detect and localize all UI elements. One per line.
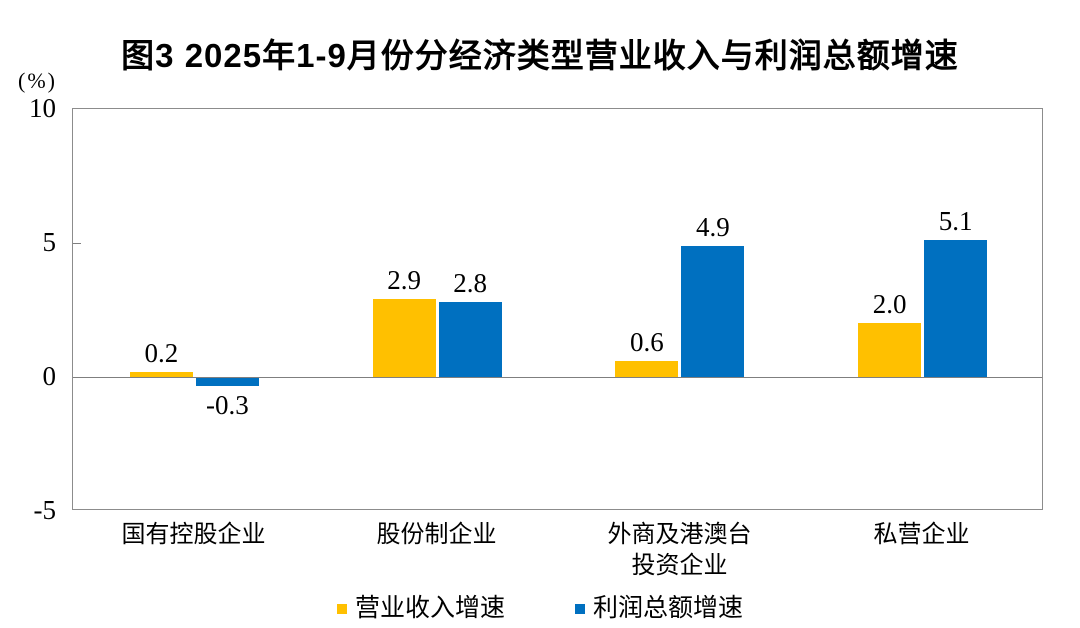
operating-revenue-growth-bar xyxy=(129,371,193,377)
operating-revenue-growth-legend-swatch-icon xyxy=(336,604,347,614)
operating-revenue-growth-value-label: 0.2 xyxy=(144,337,179,368)
total-profit-growth-legend-swatch-icon xyxy=(575,604,585,614)
operating-revenue-growth-bar xyxy=(372,299,436,377)
operating-revenue-growth-value-label: 2.9 xyxy=(387,265,421,296)
legend-item-total-profit-growth: 利润总额增速 xyxy=(575,594,743,624)
legend-label: 营业收入增速 xyxy=(354,595,505,622)
total-profit-growth-bar xyxy=(438,302,502,377)
total-profit-growth-bar xyxy=(681,245,745,377)
category-label: 私营企业 xyxy=(873,522,970,548)
category-label: 国有控股企业 xyxy=(121,522,266,548)
total-profit-growth-value-label: 4.9 xyxy=(696,211,730,242)
total-profit-growth-value-label: -0.3 xyxy=(206,390,249,420)
category-label: 股份制企业 xyxy=(376,522,497,548)
plot-area: 0.2 -0.3 2.9 2.8 0.6 4.9 2.0 5.1 xyxy=(72,108,1043,510)
total-profit-growth-bar xyxy=(924,240,988,377)
y-axis-tick-label: 0 xyxy=(42,361,57,391)
operating-revenue-growth-bar xyxy=(615,360,679,377)
y-axis-tick-label: -5 xyxy=(33,495,57,525)
total-profit-growth-bar xyxy=(195,378,259,386)
category-label: 外商及港澳台 投资企业 xyxy=(607,522,752,579)
total-profit-growth-value-label: 2.8 xyxy=(453,268,487,298)
chart-title: 图3 2025年1-9月份分经济类型营业收入与利润总额增速 xyxy=(121,37,959,74)
y-axis-tick-label: 5 xyxy=(42,227,57,257)
total-profit-growth-value-label: 5.1 xyxy=(938,206,973,237)
operating-revenue-growth-value-label: 0.6 xyxy=(630,326,664,357)
operating-revenue-growth-value-label: 2.0 xyxy=(872,289,907,320)
y-axis-tick-label: 10 xyxy=(29,93,56,123)
legend-item-operating-revenue-growth: 营业收入增速 xyxy=(336,594,505,624)
operating-revenue-growth-bar xyxy=(858,323,922,377)
y-axis-unit-label: (%) xyxy=(18,68,57,93)
legend-label: 利润总额增速 xyxy=(593,595,744,622)
y-axis-tickmark xyxy=(73,243,81,244)
zero-gridline xyxy=(73,377,1042,378)
legend: 营业收入增速 利润总额增速 xyxy=(0,594,1080,624)
